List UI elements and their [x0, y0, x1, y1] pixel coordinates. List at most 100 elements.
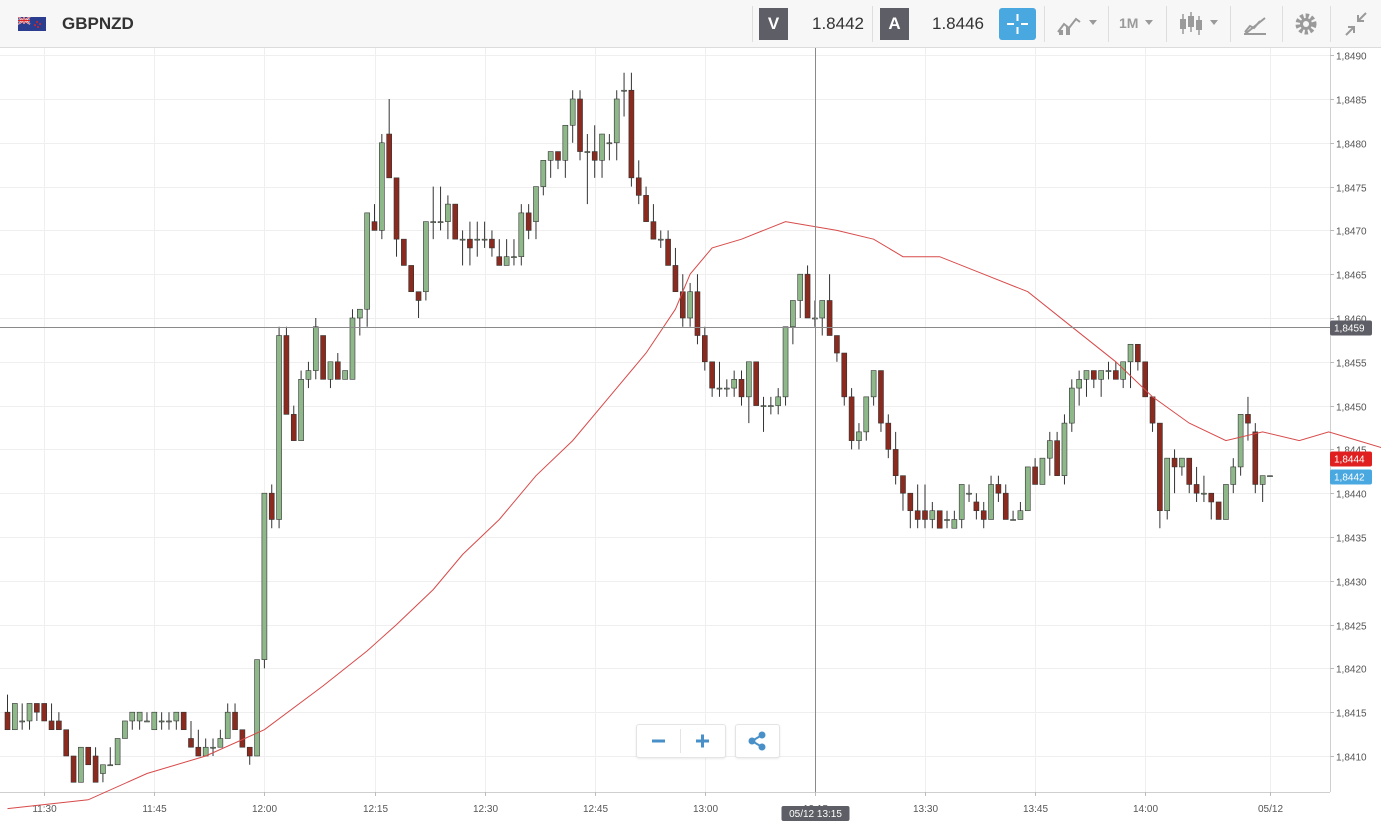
candle	[1230, 458, 1237, 494]
candle-body	[863, 396, 870, 433]
candle	[261, 492, 268, 669]
candle	[790, 300, 796, 345]
candle-body	[224, 711, 231, 739]
candle-body	[166, 720, 172, 723]
candle-body	[92, 755, 99, 783]
candle	[1002, 484, 1009, 520]
candle-body	[173, 711, 180, 722]
candle	[914, 484, 921, 529]
candle-body	[48, 720, 55, 731]
candle-body	[856, 431, 862, 441]
zoom-out-button[interactable]	[637, 725, 680, 757]
settings-icon[interactable]	[1292, 10, 1320, 38]
zoom-in-button[interactable]	[681, 725, 724, 757]
candle-body	[1069, 387, 1075, 424]
candle	[812, 300, 818, 327]
candle-body	[1105, 370, 1112, 372]
crosshair-price-label-bg	[1330, 320, 1372, 336]
candle	[312, 318, 319, 380]
crosshair-time-label-bg	[781, 806, 850, 821]
candle-body	[357, 308, 363, 319]
candle	[452, 203, 459, 240]
bid-price-label-bg	[1330, 451, 1372, 467]
chart-type-icon[interactable]	[1056, 10, 1082, 38]
candle	[1061, 414, 1068, 485]
candlestick-chart[interactable]: 11:3011:4512:0012:1512:3012:4513:0013:15…	[0, 48, 1381, 824]
candle	[85, 746, 92, 766]
candle	[202, 738, 209, 757]
draw-tools-icon[interactable]	[1242, 10, 1268, 38]
candle	[305, 361, 312, 389]
candle	[1105, 361, 1112, 380]
candle	[841, 352, 848, 406]
candle	[401, 238, 407, 266]
x-tick-label: 12:45	[583, 804, 608, 815]
candle-body	[489, 238, 495, 249]
candle	[562, 124, 569, 178]
candle-body	[415, 291, 422, 301]
candle	[430, 186, 437, 240]
candles-icon[interactable]	[1178, 10, 1204, 38]
candle	[4, 694, 11, 731]
candle	[496, 239, 503, 266]
candle	[224, 703, 231, 739]
candle-body	[731, 379, 737, 389]
candle	[276, 326, 282, 529]
chevron-down-icon[interactable]	[1145, 20, 1153, 25]
candle	[856, 423, 862, 450]
candle-body	[12, 703, 18, 731]
candle-body	[1179, 457, 1185, 468]
candle	[481, 221, 488, 248]
candle-body	[621, 89, 627, 92]
y-tick-label: 1,8425	[1336, 622, 1367, 633]
candle	[349, 309, 356, 380]
candle-body	[1215, 501, 1222, 520]
collapse-icon[interactable]	[1343, 10, 1369, 38]
candle	[518, 204, 525, 266]
candle-body	[276, 335, 282, 520]
candle	[797, 273, 804, 318]
x-axis-ticks: 11:3011:4512:0012:1512:3012:4513:0013:15…	[32, 792, 1283, 815]
timeframe-selector[interactable]: 1M	[1119, 15, 1139, 31]
candle	[591, 125, 598, 178]
candle-body	[870, 370, 877, 398]
toolbar-divider	[872, 6, 873, 42]
bid-price-label-text: 1,8444	[1334, 455, 1365, 466]
zoom-divider	[680, 729, 681, 753]
candle	[48, 703, 55, 731]
candle	[1267, 475, 1273, 477]
crosshair-icon	[1007, 14, 1028, 34]
x-tick-label: 11:45	[142, 804, 167, 815]
candle-body	[599, 133, 605, 161]
x-tick-label: 13:00	[693, 804, 718, 815]
candle-body	[452, 203, 459, 240]
candle	[724, 379, 730, 397]
y-tick-label: 1,8490	[1336, 52, 1367, 63]
candle	[885, 414, 892, 459]
share-button[interactable]	[735, 724, 780, 758]
bid-tag: V	[759, 8, 788, 40]
candle	[107, 747, 114, 767]
chevron-down-icon[interactable]	[1210, 20, 1218, 25]
candle-body	[4, 711, 11, 731]
candle-body	[136, 711, 143, 722]
candle-body	[1267, 475, 1273, 477]
chevron-down-icon[interactable]	[1089, 20, 1097, 25]
candle	[760, 396, 767, 432]
candle	[423, 221, 429, 301]
candle	[547, 151, 554, 178]
candle-body	[628, 89, 635, 179]
candle	[1135, 343, 1141, 371]
y-tick-label: 1,8430	[1336, 578, 1367, 589]
candle	[826, 274, 833, 336]
candle	[1054, 431, 1060, 476]
crosshair-button[interactable]	[999, 8, 1036, 40]
x-tick-label: 13:45	[1023, 804, 1048, 815]
candle	[907, 492, 914, 529]
y-axis-ticks: 1,8410 1,8415 1,8420 1,8425 1,8430 1,8435 1,84…	[1330, 52, 1367, 764]
candle-body	[738, 379, 745, 398]
candle	[613, 90, 620, 161]
candle-body	[334, 361, 341, 380]
candle	[1149, 396, 1156, 432]
zoom-controls	[636, 724, 726, 758]
